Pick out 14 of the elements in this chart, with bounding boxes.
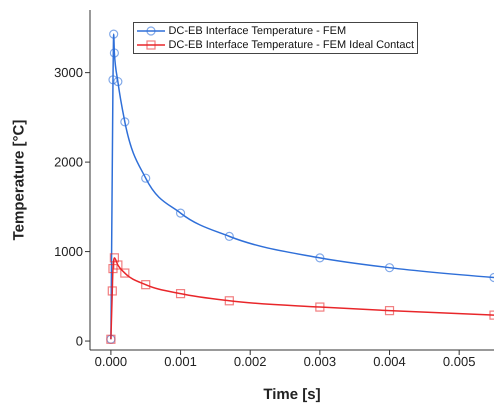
y-tick-label: 1000 [54,244,83,260]
legend-label: DC-EB Interface Temperature - FEM Ideal Contact [168,38,414,52]
y-tick-label: 0 [76,334,83,349]
x-axis-title: Time [s] [263,386,321,403]
x-tick-label: 0.004 [373,354,406,370]
x-tick-label: 0.005 [442,354,476,370]
x-tick-label: 0.000 [94,354,128,370]
x-tick-label: 0.002 [234,354,266,370]
y-tick-label: 3000 [54,65,83,80]
y-axis-title: Temperature [°C] [10,120,28,240]
legend-label: DC-EB Interface Temperature - FEM [168,24,346,38]
x-tick-label: 0.003 [304,354,336,370]
x-tick-label: 0.001 [164,354,197,370]
y-tick-label: 2000 [54,154,83,170]
